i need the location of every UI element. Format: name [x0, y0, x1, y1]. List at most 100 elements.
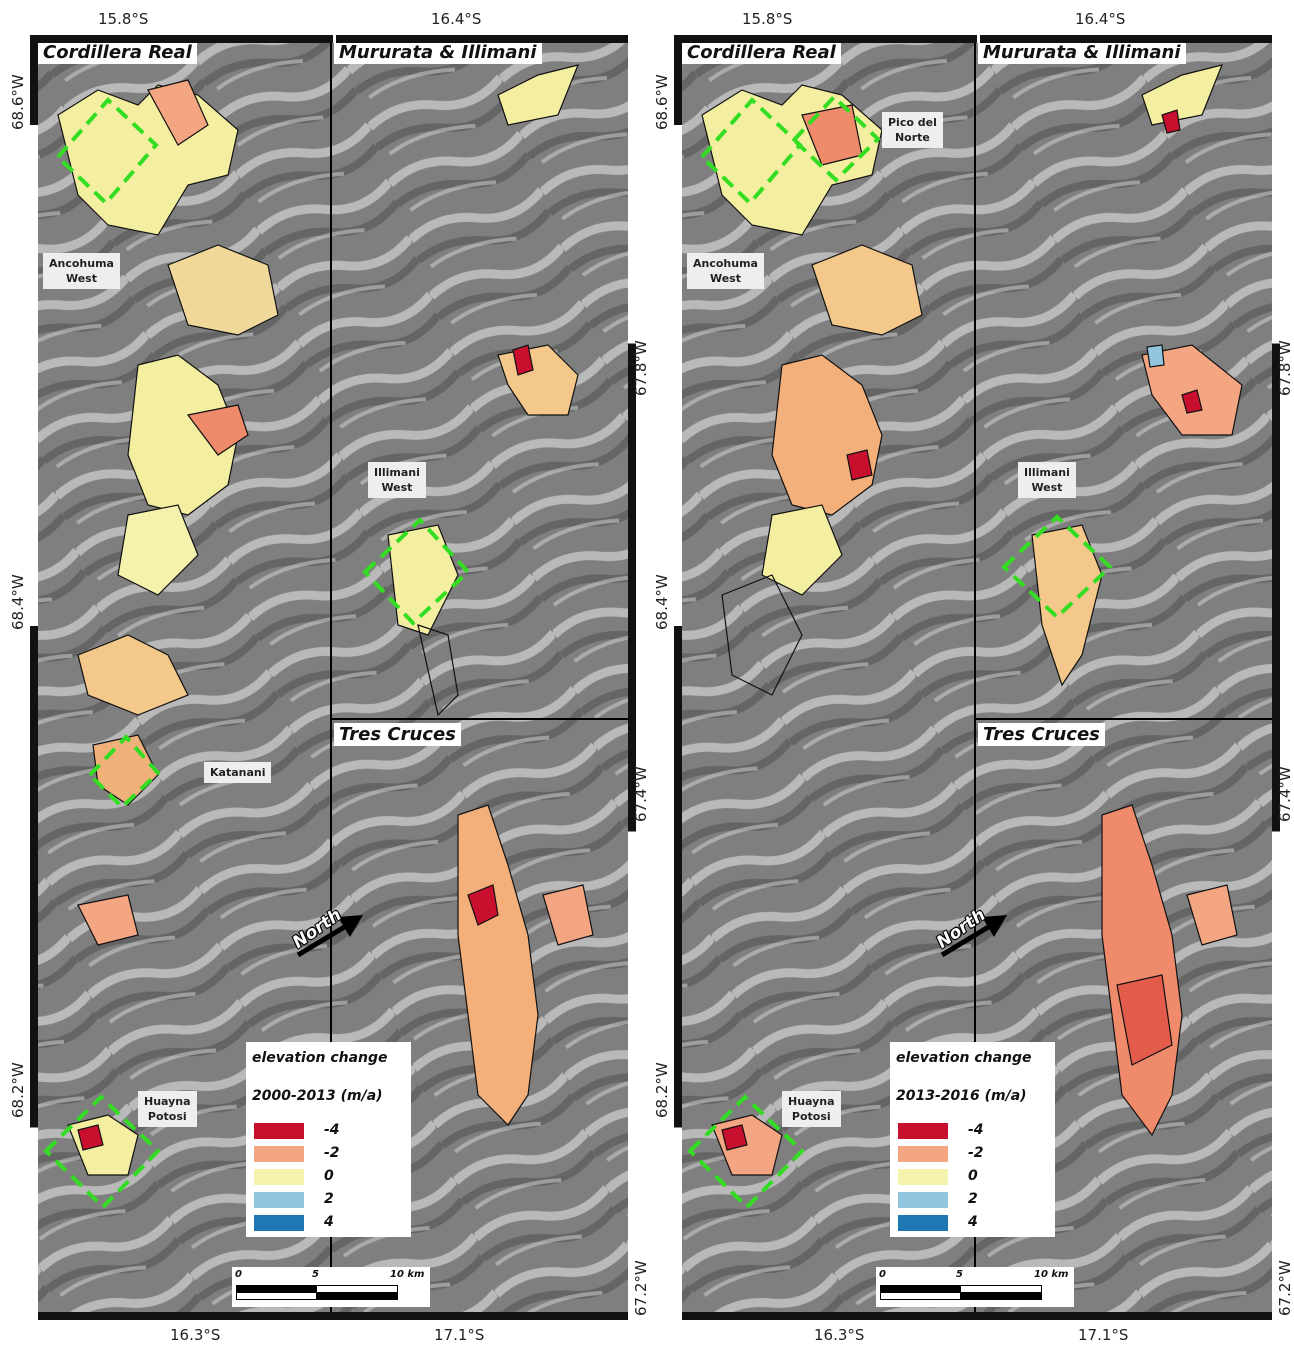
left-top-tick-1: 15.8°S	[98, 10, 149, 28]
label-illimani-line1: Illimani	[1024, 466, 1070, 479]
legend-value-0: 0	[968, 1168, 978, 1184]
left-left-tick-1: 68.6°W	[9, 74, 27, 130]
legend-swatch-0	[898, 1169, 948, 1185]
label-illimani-line1: Illimani	[374, 466, 420, 479]
right-hillshade	[682, 35, 1272, 1320]
legend-value-4: 4	[968, 1214, 978, 1230]
legend-period: 2013-2016 (m/a)	[896, 1088, 1027, 1104]
label-ancohuma-line1: Ancohuma	[49, 257, 114, 270]
right-frame-top	[682, 35, 1272, 43]
legend-value-0: 0	[324, 1168, 334, 1184]
right-left-tick-3: 68.2°W	[653, 1062, 671, 1118]
label-illimani-line2: West	[381, 481, 413, 494]
right-bottom-tick-2: 17.1°S	[1078, 1326, 1129, 1344]
label-huayna-potosi: Huayna Potosi	[782, 1091, 841, 1127]
legend-swatch-2	[254, 1192, 304, 1208]
legend-value-neg2: -2	[324, 1145, 340, 1161]
label-illimani-west: Illimani West	[368, 462, 426, 498]
legend-value-4: 4	[324, 1214, 334, 1230]
scale-label-0: 0	[235, 1269, 242, 1280]
label-illimani-line2: West	[1031, 481, 1063, 494]
legend-value-neg4: -4	[324, 1122, 340, 1138]
left-bottom-tick-2: 17.1°S	[434, 1326, 485, 1344]
right-left-tick-1: 68.6°W	[653, 74, 671, 130]
left-left-tick-2: 68.4°W	[9, 574, 27, 630]
label-huayna-line1: Huayna	[788, 1095, 835, 1108]
label-ancohuma-line1: Ancohuma	[693, 257, 758, 270]
label-ancohuma-line2: West	[709, 272, 741, 285]
left-hillshade	[38, 35, 628, 1320]
scale-bar: 0 5 10 km	[876, 1267, 1074, 1307]
label-illimani-west: Illimani West	[1018, 462, 1076, 498]
legend-value-2: 2	[324, 1191, 334, 1207]
right-right-tick-2: 67.4°W	[1276, 766, 1294, 822]
legend-swatch-neg2	[254, 1146, 304, 1162]
title-mururata-illimani: Mururata & Illimani	[978, 41, 1186, 64]
right-frame-right	[1272, 35, 1280, 1320]
left-map-canvas: Cordillera Real Mururata & Illimani Tres…	[38, 35, 628, 1320]
legend-value-2: 2	[968, 1191, 978, 1207]
scale-segment-3	[880, 1292, 962, 1300]
scale-label-5: 5	[312, 1269, 319, 1280]
right-bottom-tick-1: 16.3°S	[814, 1326, 865, 1344]
right-left-tick-2: 68.4°W	[653, 574, 671, 630]
scale-label-10: 10 km	[1034, 1269, 1069, 1280]
left-left-tick-3: 68.2°W	[9, 1062, 27, 1118]
right-top-tick-1: 15.8°S	[742, 10, 793, 28]
label-huayna-line1: Huayna	[144, 1095, 191, 1108]
left-top-tick-2: 16.4°S	[431, 10, 482, 28]
title-cordillera-real: Cordillera Real	[682, 41, 841, 64]
scale-label-0: 0	[879, 1269, 886, 1280]
right-right-tick-1: 67.8°W	[1276, 340, 1294, 396]
legend: elevation change 2013-2016 (m/a) -4 -2 0…	[890, 1042, 1055, 1237]
label-huayna-potosi: Huayna Potosi	[138, 1091, 197, 1127]
left-right-tick-1: 67.8°W	[632, 340, 650, 396]
legend-value-neg2: -2	[968, 1145, 984, 1161]
left-frame-left	[30, 35, 38, 1320]
legend-swatch-neg4	[898, 1123, 948, 1139]
label-huayna-line2: Potosi	[791, 1110, 831, 1123]
legend-swatch-2	[898, 1192, 948, 1208]
scale-label-5: 5	[956, 1269, 963, 1280]
right-map-canvas: Cordillera Real Mururata & Illimani Tres…	[682, 35, 1272, 1320]
title-tres-cruces: Tres Cruces	[978, 723, 1105, 746]
legend-swatch-neg4	[254, 1123, 304, 1139]
title-mururata-illimani: Mururata & Illimani	[334, 41, 542, 64]
scale-bar: 0 5 10 km	[232, 1267, 430, 1307]
legend-swatch-4	[898, 1215, 948, 1231]
right-right-tick-3: 67.2°W	[1276, 1260, 1294, 1316]
left-frame-right	[628, 35, 636, 1320]
left-frame-bottom	[38, 1312, 628, 1320]
right-frame-left	[674, 35, 682, 1320]
legend-title: elevation change	[252, 1050, 388, 1066]
left-bottom-tick-1: 16.3°S	[170, 1326, 221, 1344]
scale-segment-3	[236, 1292, 318, 1300]
left-frame-top	[38, 35, 628, 43]
label-huayna-line2: Potosi	[147, 1110, 187, 1123]
legend: elevation change 2000-2013 (m/a) -4 -2 0…	[246, 1042, 411, 1237]
label-ancohuma-line2: West	[65, 272, 97, 285]
label-katanani-line1: Katanani	[210, 766, 266, 779]
scale-segment-4	[960, 1292, 1042, 1300]
legend-swatch-0	[254, 1169, 304, 1185]
title-cordillera-real: Cordillera Real	[38, 41, 197, 64]
label-pico-line2: Norte	[894, 131, 930, 144]
legend-title: elevation change	[896, 1050, 1032, 1066]
left-right-tick-3: 67.2°W	[632, 1260, 650, 1316]
legend-value-neg4: -4	[968, 1122, 984, 1138]
aoi-boxes	[43, 97, 471, 1210]
label-katanani: Katanani	[204, 762, 272, 783]
legend-swatch-4	[254, 1215, 304, 1231]
scale-label-10: 10 km	[390, 1269, 425, 1280]
title-tres-cruces: Tres Cruces	[334, 723, 461, 746]
right-top-tick-2: 16.4°S	[1075, 10, 1126, 28]
left-right-tick-2: 67.4°W	[632, 766, 650, 822]
legend-swatch-neg2	[898, 1146, 948, 1162]
label-ancohuma-west: Ancohuma West	[687, 253, 764, 289]
legend-period: 2000-2013 (m/a)	[252, 1088, 383, 1104]
glacier-patches	[57, 79, 279, 1176]
label-ancohuma-west: Ancohuma West	[43, 253, 120, 289]
scale-segment-4	[316, 1292, 398, 1300]
label-pico-del-norte: Pico del Norte	[882, 112, 943, 148]
north-arrow-shape	[296, 915, 363, 958]
